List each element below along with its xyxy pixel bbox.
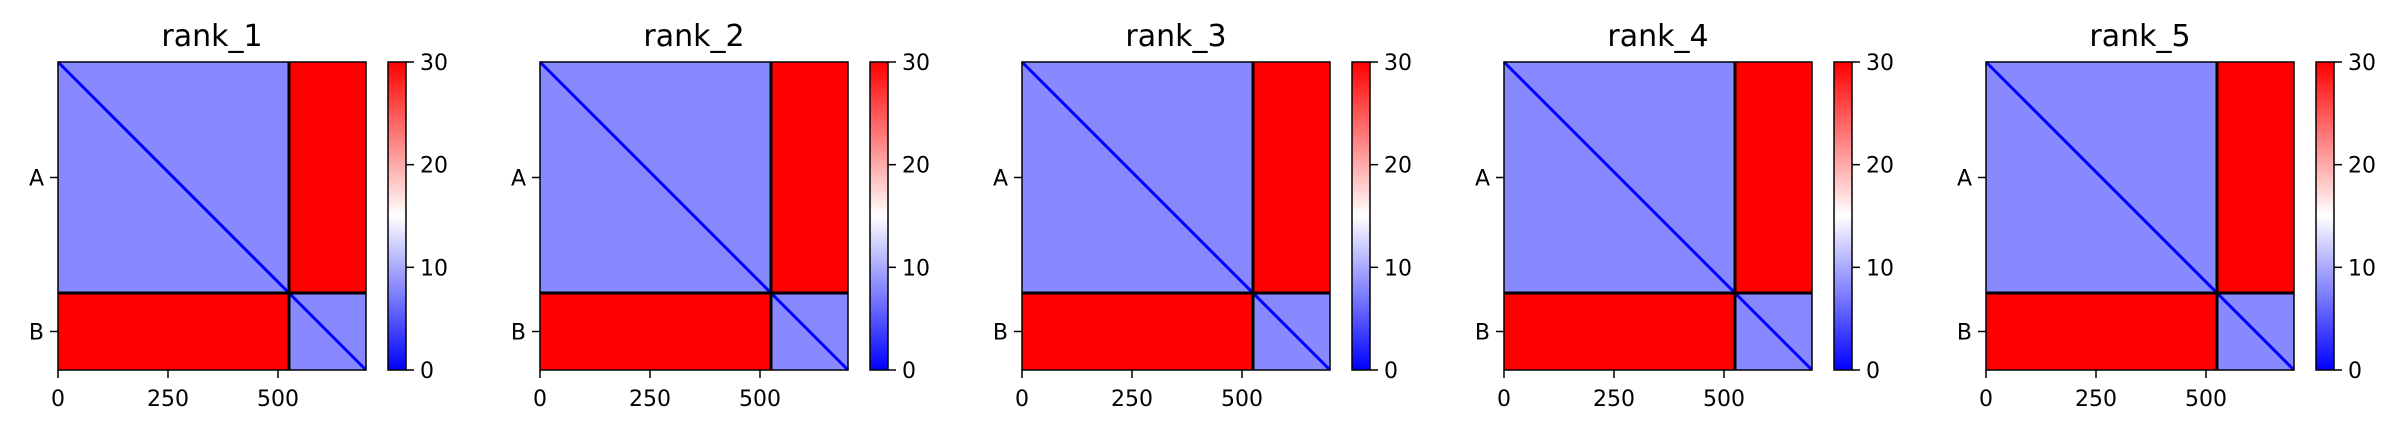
x-tick-label: 250 bbox=[1593, 387, 1635, 412]
colorbar-tick-label: 30 bbox=[1384, 51, 1412, 76]
chart-title: rank_2 bbox=[643, 19, 744, 54]
x-tick-label: 250 bbox=[2075, 387, 2117, 412]
colorbar-tick-label: 20 bbox=[420, 154, 448, 179]
x-tick-label: 500 bbox=[1703, 387, 1745, 412]
x-tick-label: 500 bbox=[257, 387, 299, 412]
heatmap-svg: rank_5 0 250 500 A B 0 10 20 30 bbox=[1957, 19, 2376, 412]
y-tick-label: B bbox=[511, 321, 526, 346]
heatmap-diagonal bbox=[1020, 60, 1332, 372]
colorbar-tick-label: 20 bbox=[902, 154, 930, 179]
heatmap-block-B-A bbox=[540, 293, 771, 370]
heatmap-svg: rank_2 0 250 500 A B 0 10 20 30 bbox=[511, 19, 930, 412]
colorbar-tick-label: 10 bbox=[902, 256, 930, 281]
heatmap-block-A-B bbox=[289, 62, 366, 293]
colorbar bbox=[387, 61, 407, 371]
x-tick-label: 250 bbox=[147, 387, 189, 412]
axes-frame bbox=[57, 61, 367, 371]
y-tick-label: B bbox=[1957, 321, 1972, 346]
colorbar bbox=[1833, 61, 1853, 371]
chart-panel-3: rank_3 0 250 500 A B 0 10 20 30 bbox=[964, 0, 1446, 438]
axes-frame bbox=[539, 61, 849, 371]
colorbar-tick-label: 0 bbox=[1384, 359, 1398, 384]
colorbar bbox=[869, 61, 889, 371]
y-tick-label: A bbox=[1957, 167, 1972, 192]
heatmap-block-B-A bbox=[1504, 293, 1735, 370]
colorbar bbox=[2315, 61, 2335, 371]
y-tick-label: A bbox=[993, 167, 1008, 192]
heatmap-block-B-A bbox=[58, 293, 289, 370]
heatmap-diagonal bbox=[56, 60, 368, 372]
axes-frame bbox=[1021, 61, 1331, 371]
chart-panel-1: rank_1 0 250 500 A B 0 10 20 30 bbox=[0, 0, 482, 438]
y-tick-label: A bbox=[1475, 167, 1490, 192]
colorbar-tick-label: 0 bbox=[420, 359, 434, 384]
x-tick-label: 0 bbox=[51, 387, 65, 412]
colorbar-tick-label: 0 bbox=[902, 359, 916, 384]
chart-panel-4: rank_4 0 250 500 A B 0 10 20 30 bbox=[1446, 0, 1928, 438]
heatmap-block-A-B bbox=[771, 62, 848, 293]
chart-title: rank_3 bbox=[1125, 19, 1226, 54]
x-tick-label: 0 bbox=[1497, 387, 1511, 412]
heatmap-svg: rank_3 0 250 500 A B 0 10 20 30 bbox=[993, 19, 1412, 412]
colorbar bbox=[1351, 61, 1371, 371]
chart-title: rank_4 bbox=[1607, 19, 1708, 54]
heatmap-block-B-A bbox=[1022, 293, 1253, 370]
x-tick-label: 500 bbox=[2185, 387, 2227, 412]
colorbar-tick-label: 20 bbox=[1384, 154, 1412, 179]
colorbar-tick-label: 0 bbox=[2348, 359, 2362, 384]
colorbar-tick-label: 10 bbox=[1384, 256, 1412, 281]
heatmap-diagonal bbox=[1502, 60, 1814, 372]
chart-panel-2: rank_2 0 250 500 A B 0 10 20 30 bbox=[482, 0, 964, 438]
heatmap-svg: rank_1 0 250 500 A B 0 10 20 30 bbox=[29, 19, 448, 412]
heatmap-block-A-B bbox=[2217, 62, 2294, 293]
x-tick-label: 0 bbox=[533, 387, 547, 412]
heatmap-diagonal bbox=[538, 60, 850, 372]
chart-title: rank_1 bbox=[161, 19, 262, 54]
x-tick-label: 500 bbox=[739, 387, 781, 412]
y-tick-label: B bbox=[29, 321, 44, 346]
y-tick-label: A bbox=[29, 167, 44, 192]
colorbar-tick-label: 10 bbox=[1866, 256, 1894, 281]
colorbar-tick-label: 10 bbox=[420, 256, 448, 281]
colorbar-tick-label: 0 bbox=[1866, 359, 1880, 384]
y-tick-label: B bbox=[1475, 321, 1490, 346]
x-tick-label: 0 bbox=[1015, 387, 1029, 412]
y-tick-label: A bbox=[511, 167, 526, 192]
x-tick-label: 250 bbox=[629, 387, 671, 412]
colorbar-tick-label: 30 bbox=[420, 51, 448, 76]
x-tick-label: 250 bbox=[1111, 387, 1153, 412]
colorbar-tick-label: 30 bbox=[902, 51, 930, 76]
y-tick-label: B bbox=[993, 321, 1008, 346]
x-tick-label: 0 bbox=[1979, 387, 1993, 412]
colorbar-tick-label: 30 bbox=[2348, 51, 2376, 76]
x-tick-label: 500 bbox=[1221, 387, 1263, 412]
axes-frame bbox=[1985, 61, 2295, 371]
heatmap-svg: rank_4 0 250 500 A B 0 10 20 30 bbox=[1475, 19, 1894, 412]
chart-title: rank_5 bbox=[2089, 19, 2190, 54]
heatmap-block-A-B bbox=[1735, 62, 1812, 293]
heatmap-block-A-B bbox=[1253, 62, 1330, 293]
heatmap-diagonal bbox=[1984, 60, 2296, 372]
colorbar-tick-label: 10 bbox=[2348, 256, 2376, 281]
axes-frame bbox=[1503, 61, 1813, 371]
chart-panel-5: rank_5 0 250 500 A B 0 10 20 30 bbox=[1928, 0, 2400, 438]
colorbar-tick-label: 30 bbox=[1866, 51, 1894, 76]
colorbar-tick-label: 20 bbox=[2348, 154, 2376, 179]
colorbar-tick-label: 20 bbox=[1866, 154, 1894, 179]
heatmap-block-B-A bbox=[1986, 293, 2217, 370]
